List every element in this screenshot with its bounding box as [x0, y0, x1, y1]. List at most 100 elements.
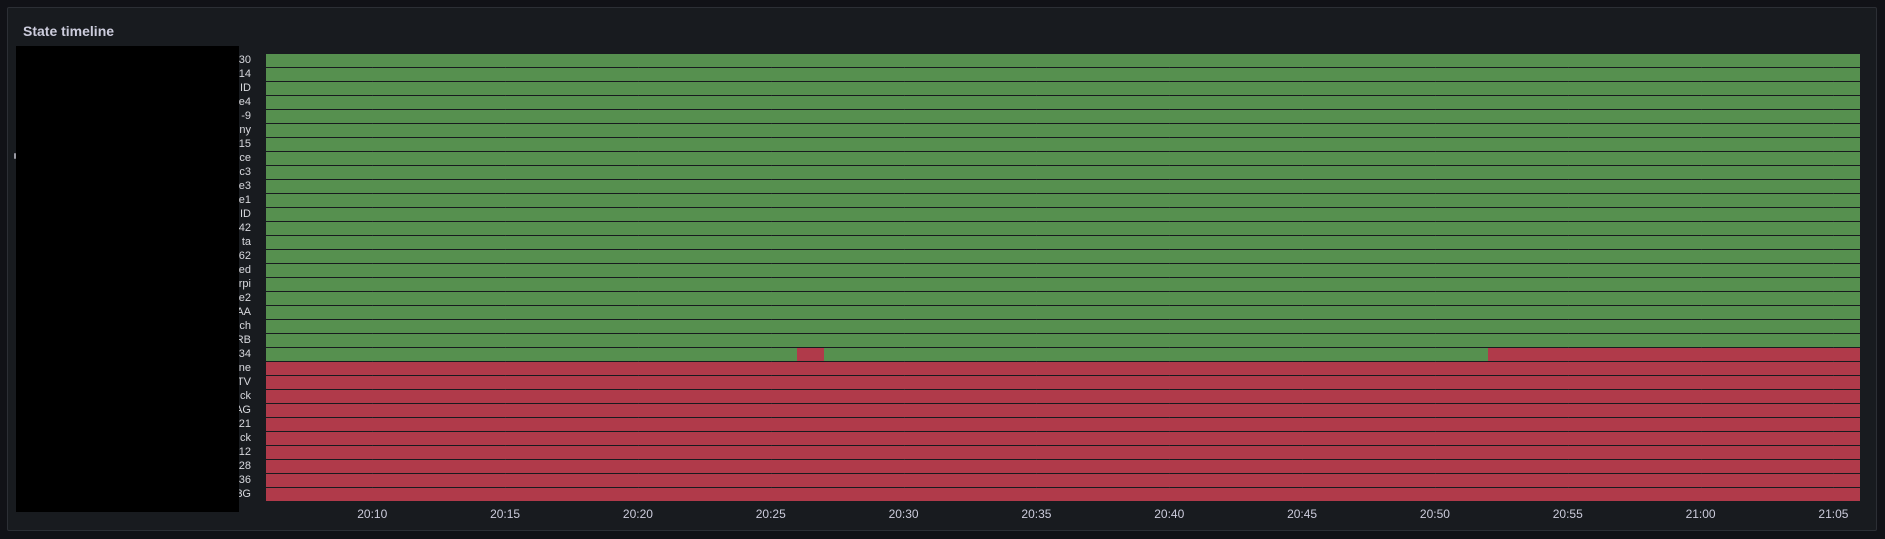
timeline-row[interactable] — [266, 460, 1860, 473]
state-segment-ok[interactable] — [266, 348, 798, 361]
row-label: 62 — [238, 250, 251, 262]
x-tick-label: 20:45 — [1287, 507, 1318, 521]
timeline-row[interactable] — [266, 110, 1860, 123]
row-label: 36 — [238, 474, 251, 486]
timeline-row[interactable] — [266, 264, 1860, 277]
timeline-row[interactable] — [266, 208, 1860, 221]
state-segment-ok[interactable] — [266, 306, 1860, 319]
state-segment-ok[interactable] — [266, 110, 1860, 123]
state-segment-ok[interactable] — [266, 180, 1860, 193]
x-tick-label: 20:25 — [755, 507, 786, 521]
x-tick-label: 20:15 — [490, 507, 521, 521]
state-segment-ok[interactable] — [266, 264, 1860, 277]
state-segment-ok[interactable] — [266, 278, 1860, 291]
panel-title[interactable]: State timeline — [23, 23, 115, 39]
row-label: 42 — [238, 222, 251, 234]
timeline-row[interactable] — [266, 320, 1860, 333]
timeline-plot-area[interactable] — [266, 54, 1860, 501]
state-segment-fail[interactable] — [266, 418, 1860, 431]
row-label: 21 — [238, 418, 251, 430]
timeline-row[interactable] — [266, 166, 1860, 179]
timeline-row[interactable] — [266, 96, 1860, 109]
state-segment-fail[interactable] — [266, 488, 1860, 501]
row-label: ck — [240, 390, 251, 402]
redacted-label-area — [16, 46, 239, 512]
row-label: rpi — [238, 278, 251, 290]
row-label: AA — [236, 306, 251, 318]
state-segment-fail[interactable] — [1488, 348, 1860, 361]
state-segment-ok[interactable] — [266, 194, 1860, 207]
state-segment-fail[interactable] — [266, 474, 1860, 487]
timeline-row[interactable] — [266, 250, 1860, 263]
x-tick-label: 20:55 — [1552, 507, 1583, 521]
x-tick-label: 20:40 — [1154, 507, 1185, 521]
state-segment-ok[interactable] — [266, 250, 1860, 263]
timeline-row[interactable] — [266, 138, 1860, 151]
timeline-row[interactable] — [266, 68, 1860, 81]
state-segment-ok[interactable] — [266, 54, 1860, 67]
state-segment-fail[interactable] — [266, 362, 1860, 375]
state-segment-fail[interactable] — [266, 376, 1860, 389]
state-segment-ok[interactable] — [266, 334, 1860, 347]
row-label: e2 — [238, 292, 251, 304]
row-label: ny — [239, 124, 251, 136]
timeline-row[interactable] — [266, 82, 1860, 95]
x-tick-label: 21:05 — [1818, 507, 1849, 521]
timeline-row[interactable] — [266, 432, 1860, 445]
row-label: ck — [240, 432, 251, 444]
state-segment-ok[interactable] — [266, 222, 1860, 235]
timeline-row[interactable] — [266, 54, 1860, 67]
x-tick-label: 21:00 — [1685, 507, 1716, 521]
timeline-row[interactable] — [266, 292, 1860, 305]
x-tick-label: 20:10 — [357, 507, 388, 521]
timeline-row[interactable] — [266, 152, 1860, 165]
state-segment-ok[interactable] — [266, 96, 1860, 109]
state-segment-ok[interactable] — [266, 68, 1860, 81]
timeline-row[interactable] — [266, 278, 1860, 291]
row-label: e4 — [238, 96, 251, 108]
timeline-row[interactable] — [266, 418, 1860, 431]
state-segment-fail[interactable] — [797, 348, 824, 361]
x-tick-label: 20:30 — [888, 507, 919, 521]
state-segment-ok[interactable] — [266, 208, 1860, 221]
state-segment-fail[interactable] — [266, 404, 1860, 417]
timeline-row[interactable] — [266, 194, 1860, 207]
state-segment-ok[interactable] — [266, 292, 1860, 305]
timeline-row[interactable] — [266, 306, 1860, 319]
timeline-row[interactable] — [266, 446, 1860, 459]
timeline-row[interactable] — [266, 222, 1860, 235]
timeline-row[interactable] — [266, 334, 1860, 347]
state-segment-ok[interactable] — [266, 166, 1860, 179]
row-label: e1 — [238, 194, 251, 206]
row-label: ID — [240, 208, 251, 220]
timeline-row[interactable] — [266, 348, 1860, 361]
state-segment-fail[interactable] — [266, 446, 1860, 459]
x-tick-label: 20:35 — [1021, 507, 1052, 521]
timeline-row[interactable] — [266, 376, 1860, 389]
timeline-row[interactable] — [266, 124, 1860, 137]
row-label: ce — [239, 152, 251, 164]
state-segment-fail[interactable] — [266, 390, 1860, 403]
state-segment-fail[interactable] — [266, 460, 1860, 473]
state-segment-fail[interactable] — [266, 432, 1860, 445]
state-segment-ok[interactable] — [266, 320, 1860, 333]
state-segment-ok[interactable] — [266, 236, 1860, 249]
row-label: TV — [236, 376, 251, 388]
state-segment-ok[interactable] — [823, 348, 1489, 361]
x-tick-label: 20:50 — [1419, 507, 1450, 521]
timeline-row[interactable] — [266, 488, 1860, 501]
state-segment-ok[interactable] — [266, 138, 1860, 151]
timeline-row[interactable] — [266, 180, 1860, 193]
row-label: ID — [240, 82, 251, 94]
timeline-row[interactable] — [266, 236, 1860, 249]
row-label: ta — [241, 236, 251, 248]
row-label: 34 — [238, 348, 251, 360]
state-segment-ok[interactable] — [266, 124, 1860, 137]
timeline-row[interactable] — [266, 404, 1860, 417]
row-label: 12 — [238, 446, 251, 458]
timeline-row[interactable] — [266, 362, 1860, 375]
state-segment-ok[interactable] — [266, 152, 1860, 165]
state-segment-ok[interactable] — [266, 82, 1860, 95]
timeline-row[interactable] — [266, 390, 1860, 403]
timeline-row[interactable] — [266, 474, 1860, 487]
